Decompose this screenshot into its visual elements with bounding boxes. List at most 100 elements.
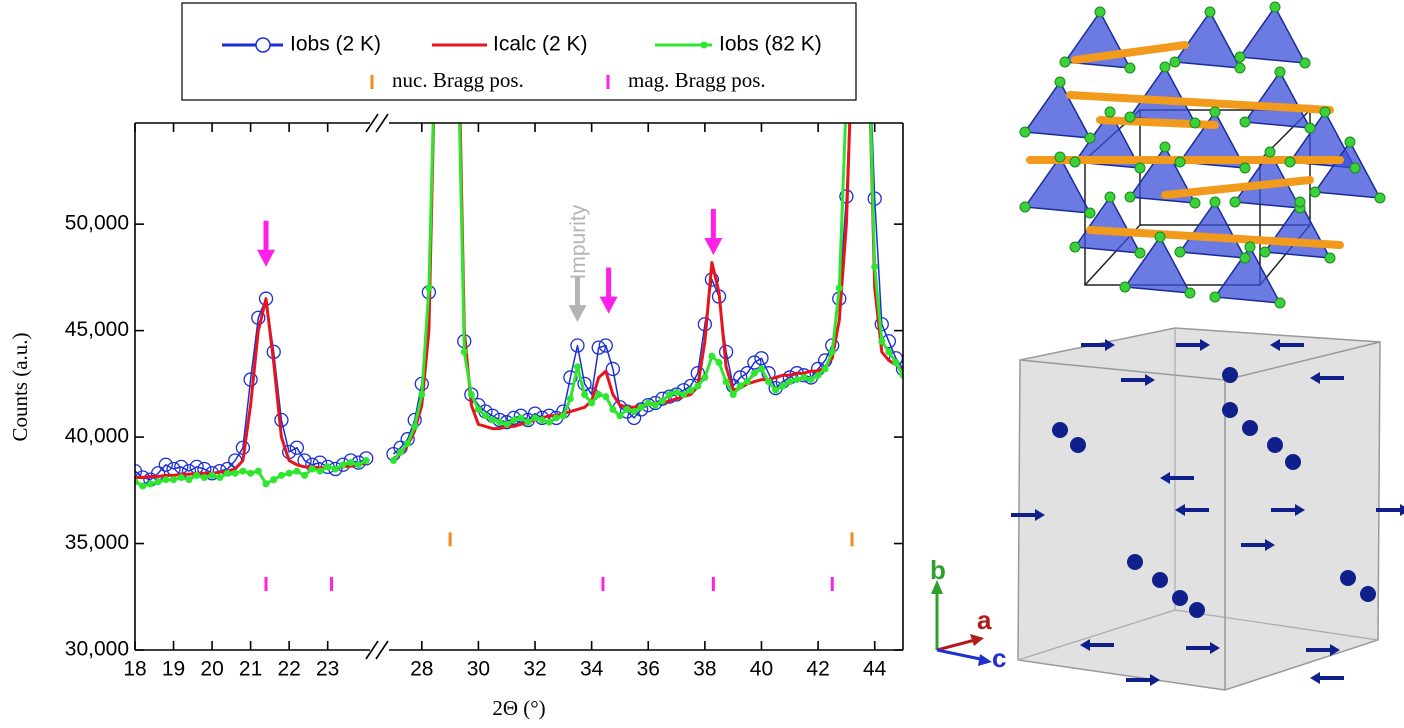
axis-break	[375, 640, 389, 660]
atom	[1184, 287, 1196, 299]
atom	[1134, 162, 1146, 174]
y-tick-label: 35,000	[65, 531, 129, 554]
data-dot	[425, 284, 433, 292]
data-dot	[757, 365, 765, 373]
atom	[1174, 246, 1186, 258]
x-tick-label: 21	[239, 658, 262, 681]
data-dot	[231, 469, 239, 477]
data-dot	[524, 418, 532, 426]
data-circle	[158, 457, 173, 472]
atom	[1209, 106, 1221, 118]
atom	[1189, 117, 1201, 129]
crystal-structure	[1019, 1, 1386, 309]
cell-edge	[1174, 609, 1379, 641]
spin-head	[1145, 374, 1155, 386]
bond-rod	[1066, 91, 1334, 114]
data-dot	[701, 373, 709, 381]
data-dot	[644, 399, 652, 407]
data-dot	[239, 467, 247, 475]
data-dot	[729, 390, 737, 398]
data-dot	[347, 459, 355, 467]
atom	[1259, 246, 1271, 258]
x-tick-label: 36	[637, 658, 660, 681]
atom	[1054, 151, 1066, 163]
spin-dot	[1242, 420, 1258, 436]
data-dot	[193, 471, 201, 479]
spin-dot	[1340, 570, 1356, 586]
data-dot	[588, 399, 596, 407]
data-dot	[609, 405, 617, 413]
atom	[1324, 252, 1336, 264]
data-circle	[867, 191, 882, 206]
atom	[1299, 57, 1311, 69]
data-dot	[316, 467, 324, 475]
data-dot	[602, 393, 610, 401]
data-circle	[895, 361, 903, 377]
atom	[1169, 56, 1181, 68]
data-dot	[200, 474, 208, 482]
axis-triad: b a c	[930, 555, 1006, 673]
spin-head	[1200, 339, 1210, 351]
data-dot	[170, 476, 178, 484]
data-dot	[736, 382, 744, 390]
atom	[1059, 56, 1071, 68]
atom	[1234, 51, 1246, 63]
spin-head	[1150, 674, 1160, 686]
atom	[1229, 196, 1241, 208]
a-arrowhead	[970, 634, 984, 646]
bond-rod	[1086, 226, 1344, 249]
spin-head	[1035, 509, 1045, 521]
spin-head	[1270, 339, 1280, 351]
spin-dot	[1152, 572, 1168, 588]
legend-label: mag. Bragg pos.	[628, 68, 766, 92]
atom	[1124, 111, 1136, 123]
atom	[1159, 61, 1171, 73]
data-dot	[154, 478, 162, 486]
atom	[1239, 162, 1251, 174]
atom	[1069, 241, 1081, 253]
x-axis-label: 2Θ (°)	[492, 696, 545, 720]
data-dot	[835, 284, 843, 292]
annotation-arrowhead	[704, 238, 723, 256]
data-dot	[247, 469, 255, 477]
data-dot	[355, 461, 363, 469]
atom	[1204, 6, 1216, 18]
spin-dot	[1127, 554, 1143, 570]
data-dot	[270, 476, 278, 484]
data-dot	[694, 382, 702, 390]
tetrahedron	[1173, 10, 1242, 69]
data-dot	[510, 416, 518, 424]
data-dot	[765, 378, 773, 386]
data-dot	[786, 378, 794, 386]
data-dot	[566, 395, 574, 403]
atom	[1239, 252, 1251, 264]
plot: 30,000 35,000 40,000 45,000 50,000 18 19 20 21 22…	[65, 8, 904, 681]
data-circle	[754, 351, 769, 366]
magnetic-structure	[1011, 327, 1404, 691]
data-circle	[598, 338, 613, 353]
spin-dot	[1285, 454, 1301, 470]
c-label: c	[992, 643, 1006, 673]
tetrahedron	[1128, 65, 1197, 124]
data-dot	[460, 348, 468, 356]
tetrahedron	[1238, 5, 1307, 64]
annotation-text: Impurity	[567, 204, 590, 279]
data-dot	[750, 369, 758, 377]
atom	[1374, 192, 1386, 204]
data-circle	[662, 389, 677, 404]
data-dot	[687, 386, 695, 394]
y-tick-label: 50,000	[65, 212, 129, 235]
spin-head	[1295, 504, 1305, 516]
data-dot	[545, 418, 553, 426]
data-dot	[878, 337, 886, 345]
y-tick-label: 30,000	[65, 638, 129, 661]
atom	[1239, 116, 1251, 128]
legend-marker	[255, 37, 271, 53]
x-tick-label: 44	[863, 658, 887, 681]
data-dot	[828, 348, 836, 356]
atom	[1209, 291, 1221, 303]
data-dot	[865, 8, 871, 14]
data-dot	[538, 416, 546, 424]
bond-rod	[1161, 176, 1314, 199]
atom	[1104, 106, 1116, 118]
